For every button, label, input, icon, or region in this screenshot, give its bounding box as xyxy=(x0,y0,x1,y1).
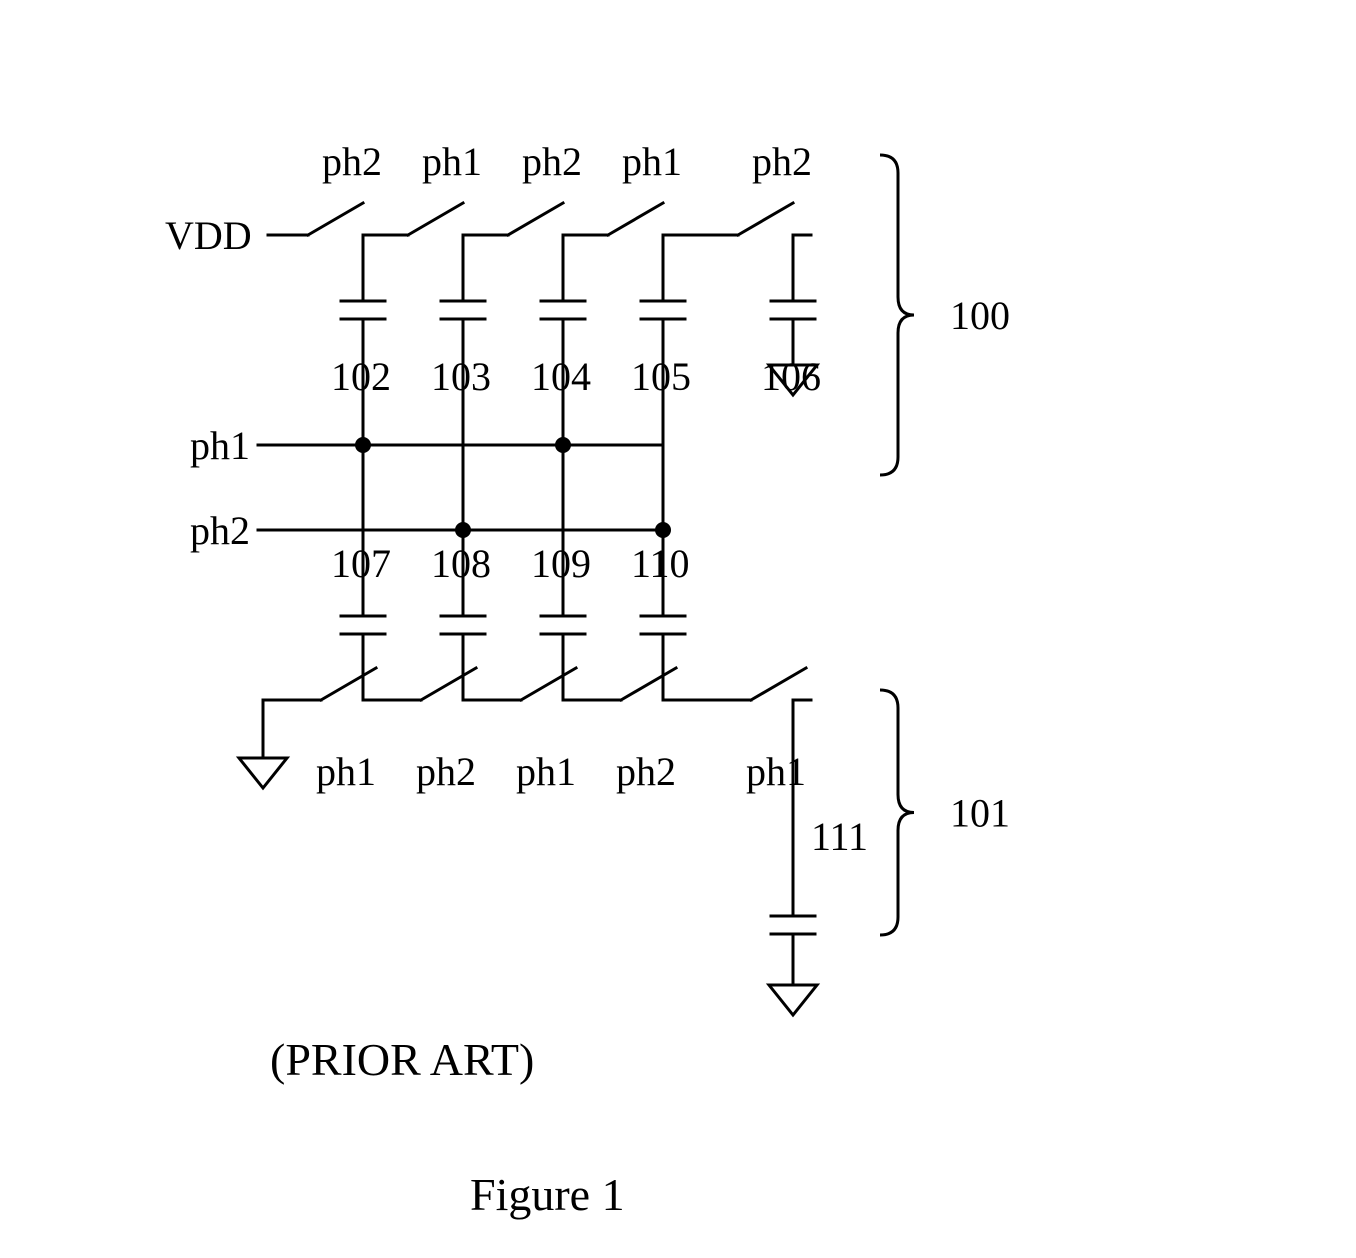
top-phase-label: ph2 xyxy=(322,139,382,184)
cap-label: 104 xyxy=(531,354,591,399)
switch-arm xyxy=(751,668,806,700)
switch-arm xyxy=(521,668,576,700)
top-phase-label: ph2 xyxy=(752,139,812,184)
bot-phase-label: ph2 xyxy=(416,749,476,794)
bot-phase-label: ph1 xyxy=(746,749,806,794)
cap-label: 107 xyxy=(331,541,391,586)
cap-label: 102 xyxy=(331,354,391,399)
prior-art-label: (PRIOR ART) xyxy=(270,1034,534,1085)
cap-label: 103 xyxy=(431,354,491,399)
switch-arm xyxy=(421,668,476,700)
brace-label: 100 xyxy=(950,293,1010,338)
switch-arm xyxy=(321,668,376,700)
switch-arm xyxy=(408,203,463,235)
top-phase-label: ph1 xyxy=(622,139,682,184)
top-phase-label: ph1 xyxy=(422,139,482,184)
bot-phase-label: ph2 xyxy=(616,749,676,794)
label-ph2: ph2 xyxy=(190,508,250,553)
switch-arm xyxy=(738,203,793,235)
label-ph1: ph1 xyxy=(190,423,250,468)
cap-label: 111 xyxy=(811,814,868,859)
top-phase-label: ph2 xyxy=(522,139,582,184)
bot-phase-label: ph1 xyxy=(516,749,576,794)
switch-arm xyxy=(621,668,676,700)
brace-label: 101 xyxy=(950,791,1010,836)
label-vdd: VDD xyxy=(165,213,252,258)
cap-label: 105 xyxy=(631,354,691,399)
figure-caption: Figure 1 xyxy=(470,1169,625,1220)
cap-label: 108 xyxy=(431,541,491,586)
circuit-diagram: ph2ph1ph2ph1ph2VDD102103104105106ph1ph21… xyxy=(0,0,1356,1253)
bot-phase-label: ph1 xyxy=(316,749,376,794)
cap-label: 109 xyxy=(531,541,591,586)
switch-arm xyxy=(508,203,563,235)
cap-label: 110 xyxy=(631,541,690,586)
switch-arm xyxy=(608,203,663,235)
switch-arm xyxy=(308,203,363,235)
